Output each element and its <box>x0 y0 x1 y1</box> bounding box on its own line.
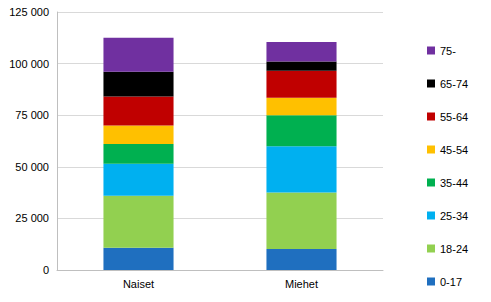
svg-text:75 000: 75 000 <box>15 109 49 121</box>
svg-text:35-44: 35-44 <box>440 177 468 189</box>
svg-text:Miehet: Miehet <box>285 278 318 290</box>
svg-text:18-24: 18-24 <box>440 243 468 255</box>
svg-text:45-54: 45-54 <box>440 144 468 156</box>
svg-text:55-64: 55-64 <box>440 111 468 123</box>
svg-text:75-: 75- <box>440 45 456 57</box>
svg-text:125 000: 125 000 <box>9 6 49 18</box>
svg-text:25 000: 25 000 <box>15 212 49 224</box>
svg-text:Naiset: Naiset <box>123 278 154 290</box>
svg-text:65-74: 65-74 <box>440 78 468 90</box>
svg-text:0-17: 0-17 <box>440 276 462 288</box>
svg-text:100 000: 100 000 <box>9 58 49 70</box>
svg-text:50 000: 50 000 <box>15 161 49 173</box>
svg-text:25-34: 25-34 <box>440 210 468 222</box>
svg-text:0: 0 <box>43 264 49 276</box>
